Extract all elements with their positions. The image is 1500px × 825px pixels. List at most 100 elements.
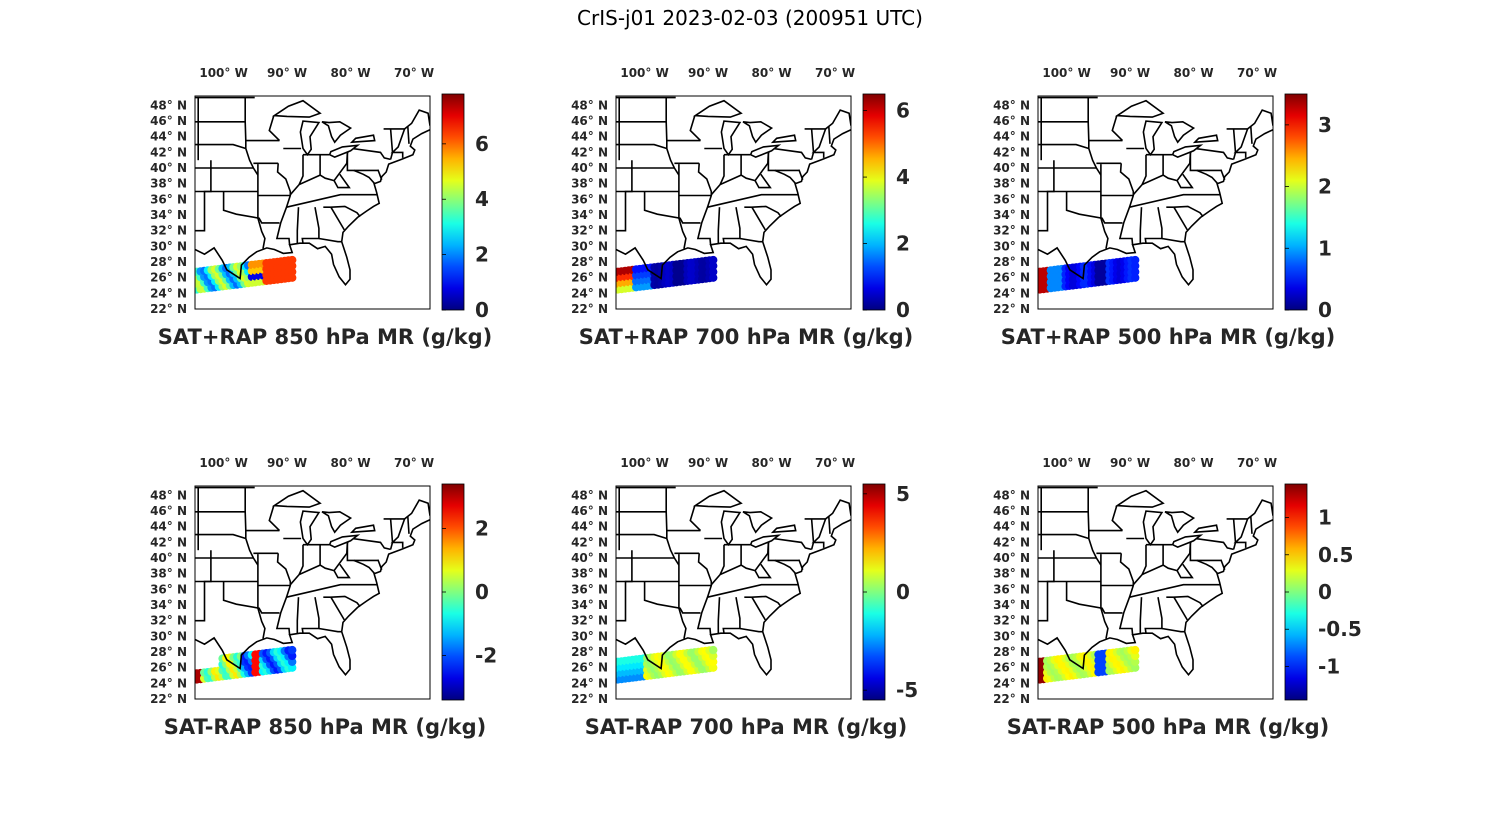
latitude-tick-label: 46° N (993, 504, 1030, 518)
state-border (744, 205, 782, 218)
state-border (1226, 109, 1273, 130)
state-border (1161, 237, 1185, 243)
state-border (707, 193, 798, 208)
latitude-tick-label: 36° N (571, 192, 608, 206)
panel-title: SAT+RAP 700 hPa MR (g/kg) (578, 325, 914, 349)
state-border (257, 164, 266, 249)
great-lake (349, 134, 376, 144)
state-border (1129, 193, 1220, 208)
state-border (798, 559, 804, 571)
longitude-tick-label: 90° W (1110, 66, 1150, 80)
latitude-tick-label: 40° N (571, 551, 608, 565)
state-border (318, 627, 342, 633)
latitude-tick-label: 36° N (571, 582, 608, 596)
state-border (275, 553, 292, 635)
state-border (767, 152, 799, 172)
colorbar-tick-label: 0 (1318, 580, 1332, 604)
state-border (1196, 169, 1219, 185)
great-lake (1114, 99, 1165, 118)
longitude-tick-label: 100° W (199, 66, 247, 80)
colorbar (441, 93, 465, 311)
state-border (333, 563, 351, 579)
longitude-tick-label: 80° W (752, 456, 792, 470)
latitude-tick-label: 44° N (150, 130, 187, 144)
colorbar-tick-label: 0.5 (1318, 543, 1353, 567)
latitude-tick-label: 24° N (150, 286, 187, 300)
latitude-tick-label: 34° N (150, 208, 187, 222)
map-plot-sat-minus-rap-700: 100° W 90° W 80° W 70° W 48° N 46° N 44° N42° … (571, 456, 918, 706)
state-border (346, 147, 391, 161)
longitude-tick-label: 70° W (394, 66, 434, 80)
latitude-tick-label: 22° N (571, 692, 608, 706)
state-border (390, 128, 406, 158)
latitude-tick-label: 48° N (571, 488, 608, 502)
state-border (301, 597, 320, 634)
state-border (296, 207, 300, 244)
state-border (353, 559, 376, 575)
great-lake (1164, 510, 1196, 534)
state-border (1166, 205, 1204, 218)
state-border (811, 128, 827, 158)
state-border (275, 163, 292, 245)
state-border (719, 544, 725, 575)
great-lake (271, 99, 322, 118)
latitude-tick-label: 28° N (993, 645, 1030, 659)
state-border (195, 533, 247, 540)
latitude-tick-label: 48° N (993, 98, 1030, 112)
state-border (1144, 207, 1163, 244)
great-lake (749, 144, 782, 158)
swath-footprint (1131, 267, 1140, 276)
swath-footprint (709, 261, 718, 271)
state-border (717, 207, 721, 244)
state-border (289, 564, 321, 586)
longitude-tick-label: 100° W (620, 66, 668, 80)
great-lake (720, 120, 742, 157)
great-lake (1171, 534, 1204, 548)
great-lake (742, 510, 774, 534)
great-lake (1114, 489, 1165, 508)
longitude-tick-label: 70° W (815, 456, 855, 470)
colorbar-tick-label: 4 (475, 187, 489, 211)
longitude-tick-label: 100° W (620, 456, 668, 470)
state-border (268, 505, 281, 532)
latitude-tick-label: 32° N (150, 224, 187, 238)
state-border (1118, 163, 1135, 245)
basemap (195, 486, 430, 684)
state-border (616, 533, 668, 540)
latitude-tick-label: 34° N (993, 598, 1030, 612)
latitude-tick-label: 38° N (150, 177, 187, 191)
latitude-tick-label: 30° N (571, 629, 608, 643)
latitude-tick-label: 28° N (993, 255, 1030, 269)
latitude-tick-label: 28° N (150, 255, 187, 269)
latitude-tick-label: 28° N (571, 645, 608, 659)
swath-footprint (288, 645, 297, 655)
state-border (1038, 550, 1055, 622)
state-border (1220, 169, 1226, 181)
state-border (828, 516, 831, 534)
colorbar-tick-label: 0 (475, 298, 489, 322)
latitude-tick-label: 40° N (993, 551, 1030, 565)
great-lake (1164, 120, 1196, 144)
state-border (689, 115, 702, 142)
swath-footprint (1131, 261, 1140, 271)
state-border (798, 169, 804, 181)
longitude-tick-label: 80° W (331, 66, 371, 80)
state-border (323, 205, 361, 218)
state-border (257, 554, 266, 639)
map-panel-sat-rap-700: 100° W 90° W 80° W 70° W 48° N 46° N 44° N 42° … (571, 55, 1016, 415)
state-border (1250, 126, 1253, 144)
swath-footprint (1131, 645, 1140, 655)
colorbar-tick-label: 1 (1318, 506, 1332, 530)
state-border (1139, 597, 1143, 634)
longitude-tick-label: 100° W (199, 456, 247, 470)
state-border (1111, 505, 1124, 532)
figure-title: CrIS-j01 2023-02-03 (200951 UTC) (577, 6, 923, 30)
state-border (1100, 164, 1109, 249)
state-border (1038, 533, 1090, 540)
great-lake (299, 120, 321, 157)
swath-footprint (1131, 657, 1140, 666)
state-border (1189, 542, 1221, 562)
state-border (1141, 544, 1147, 575)
state-border (1118, 553, 1135, 635)
latitude-tick-label: 34° N (571, 598, 608, 612)
